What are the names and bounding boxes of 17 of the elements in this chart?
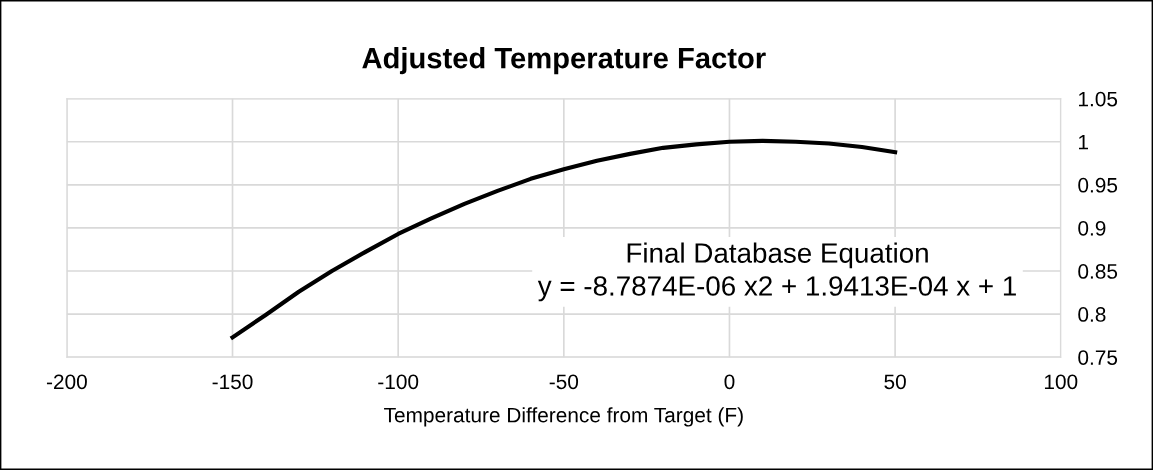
y-tick-label: 0.75 (1078, 350, 1118, 365)
annotation: Final Database Equation y = -8.7874E-06 x2 + 1.9413E-04 x + 1 (537, 242, 1016, 302)
y-tick-label: 0.9 (1078, 220, 1106, 236)
x-tick-label: -200 (46, 374, 87, 390)
x-tick-label: -100 (378, 374, 419, 390)
x-tick-label: 50 (884, 374, 906, 390)
x-tick-label: -50 (549, 374, 579, 390)
chart-title: Adjusted Temperature Factor (362, 47, 766, 75)
x-tick-label: 0 (724, 374, 735, 390)
x-tick-label: -150 (212, 374, 253, 390)
y-tick-label: 0.95 (1078, 177, 1118, 193)
y-tick-label: 0.8 (1078, 307, 1106, 322)
y-tick-label: 1 (1079, 135, 1088, 150)
x-tick-label: 100 (1044, 374, 1078, 390)
x-axis-title: Temperature Difference from Target (F) (384, 407, 743, 427)
y-tick-label: 0.85 (1078, 264, 1118, 279)
y-tick-label: 1.05 (1079, 91, 1118, 107)
